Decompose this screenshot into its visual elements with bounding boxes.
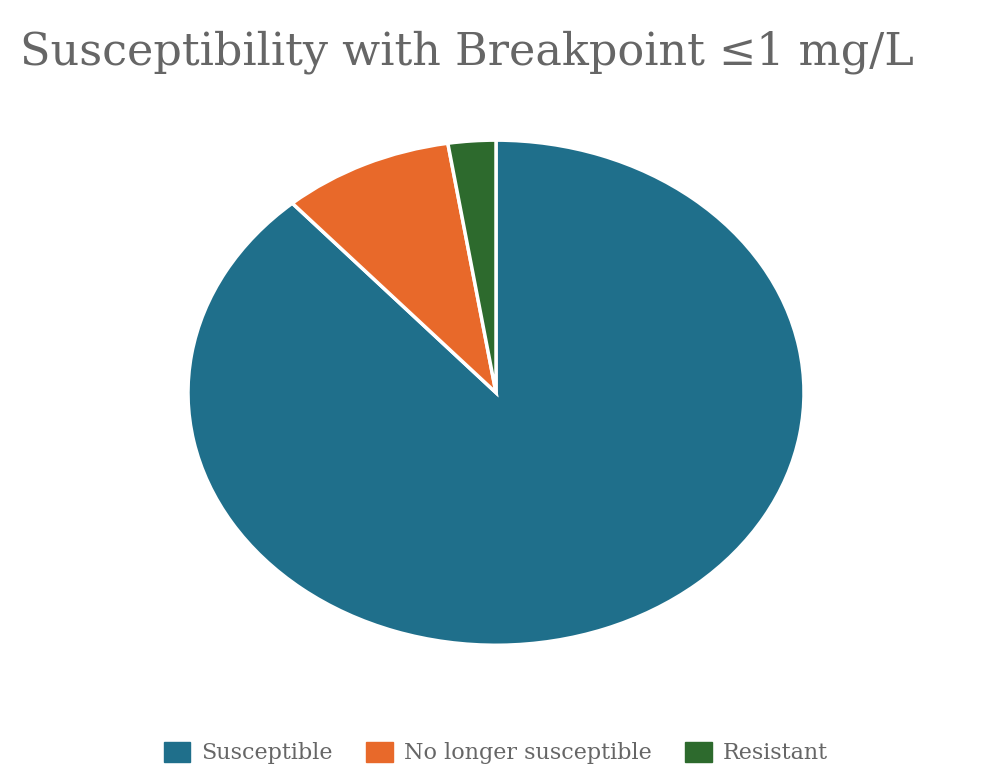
Legend: Susceptible, No longer susceptible, Resistant: Susceptible, No longer susceptible, Resi… [155, 733, 837, 770]
Text: Susceptibility with Breakpoint ≤1 mg/L: Susceptibility with Breakpoint ≤1 mg/L [20, 31, 914, 75]
Wedge shape [188, 140, 804, 645]
Wedge shape [293, 143, 496, 393]
Wedge shape [447, 140, 496, 393]
